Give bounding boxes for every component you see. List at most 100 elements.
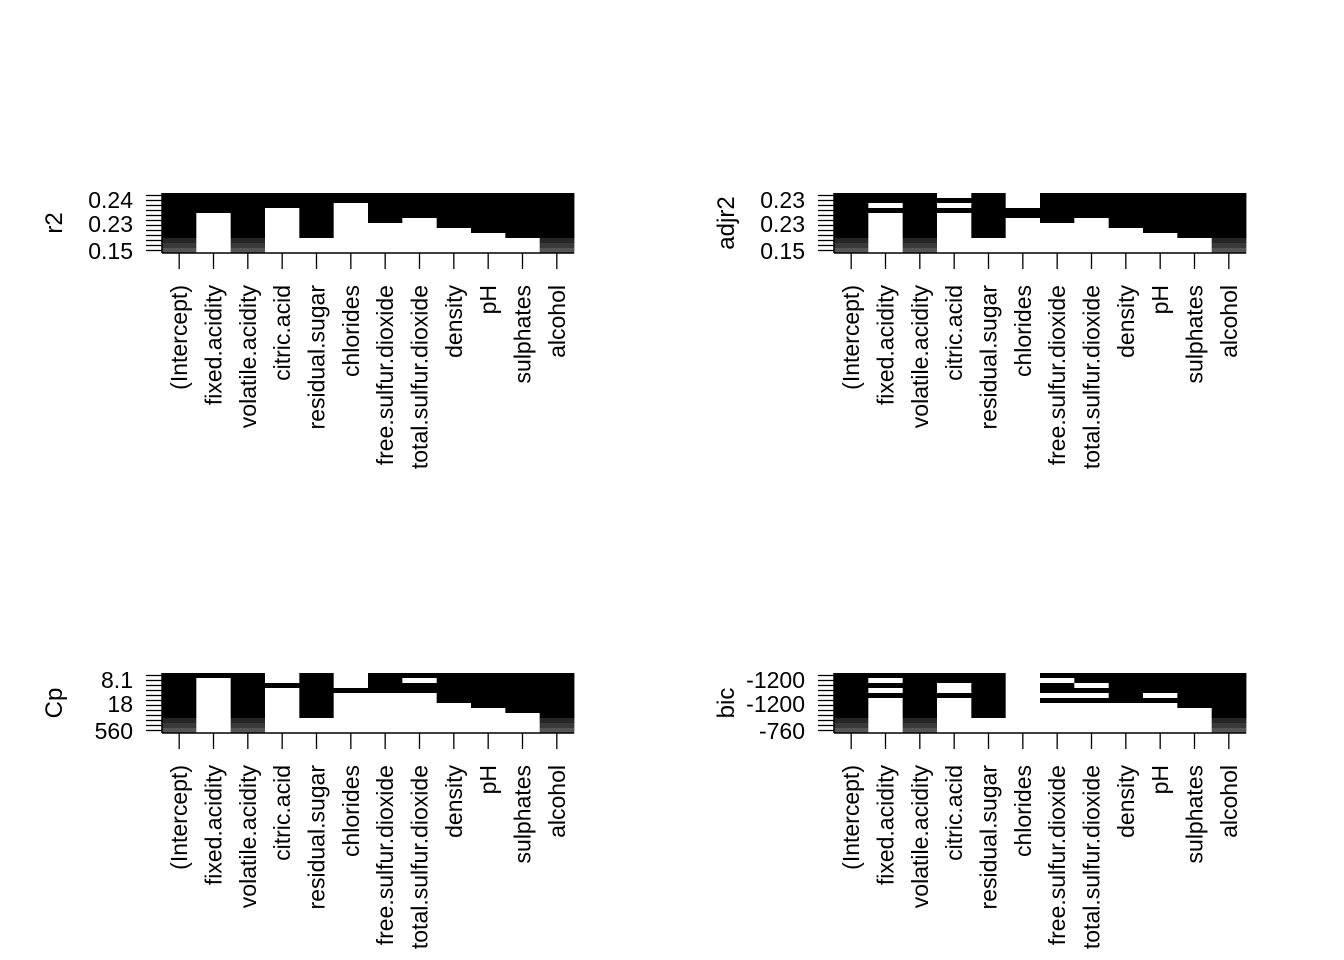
cell-r1-c11: [539, 678, 575, 684]
cell-r4-c11: [1211, 693, 1247, 699]
cell-r10-c6: [1040, 243, 1075, 249]
cell-r1-c9: [471, 678, 506, 684]
cell-r5-c2: [902, 698, 938, 704]
y-tick-label: -1200: [746, 691, 805, 717]
cell-r5-c8: [1108, 218, 1144, 224]
cell-r7-c7: [1074, 708, 1110, 714]
cell-r10-c9: [471, 723, 506, 729]
x-category-label: pH: [1147, 285, 1173, 314]
x-category-label: total.sulfur.dioxide: [407, 765, 433, 949]
cell-r9-c1: [868, 718, 904, 724]
cell-r2-c3: [265, 683, 300, 689]
x-category-label: sulphates: [510, 285, 536, 383]
cell-r7-c5: [333, 228, 369, 234]
cell-r8-c1: [868, 713, 904, 719]
x-category-label: alcohol: [544, 765, 570, 838]
cell-r10-c9: [1143, 723, 1178, 729]
cell-r9-c8: [436, 238, 472, 244]
cell-r8-c3: [265, 713, 300, 719]
cell-r0-c1: [196, 193, 232, 199]
cell-r11-c4: [971, 248, 1007, 254]
cell-r4-c10: [505, 213, 541, 219]
cell-r7-c8: [436, 708, 472, 714]
cell-r0-c10: [1177, 193, 1213, 199]
y-tick-label: 8.1: [101, 667, 133, 693]
x-category-label: sulphates: [1182, 285, 1208, 383]
cell-r4-c8: [436, 693, 472, 699]
cell-r3-c9: [1143, 688, 1178, 694]
cell-r0-c9: [1143, 193, 1178, 199]
cell-r6-c7: [1074, 703, 1110, 709]
cell-r7-c1: [196, 228, 232, 234]
cell-r4-c9: [471, 213, 506, 219]
cell-r7-c7: [402, 708, 438, 714]
cell-r3-c2: [230, 208, 266, 214]
cell-r10-c9: [1143, 243, 1178, 249]
cell-r0-c8: [1108, 193, 1144, 199]
cell-r10-c8: [436, 723, 472, 729]
cell-r10-c1: [196, 723, 232, 729]
cell-r7-c7: [1074, 228, 1110, 234]
cell-r8-c4: [299, 233, 335, 239]
cell-r11-c0: [162, 728, 197, 734]
cell-r4-c6: [368, 693, 403, 699]
cell-r3-c5: [333, 688, 369, 694]
cell-r7-c1: [868, 228, 904, 234]
cell-r6-c10: [505, 223, 541, 229]
cell-r11-c11: [1211, 728, 1247, 734]
cell-r5-c11: [539, 218, 575, 224]
x-category-label: chlorides: [1010, 285, 1036, 377]
cell-r0-c2: [902, 193, 938, 199]
cell-r0-c3: [937, 193, 972, 199]
cell-r8-c1: [868, 233, 904, 239]
cell-r10-c8: [436, 243, 472, 249]
cell-r11-c8: [1108, 728, 1144, 734]
cell-r4-c4: [971, 213, 1007, 219]
cell-r6-c4: [971, 223, 1007, 229]
cell-r10-c9: [471, 243, 506, 249]
cell-r6-c11: [539, 223, 575, 229]
cell-r9-c0: [834, 718, 869, 724]
cell-r7-c7: [402, 228, 438, 234]
cell-r0-c1: [196, 673, 232, 679]
cell-r8-c10: [505, 713, 541, 719]
cell-r5-c4: [299, 698, 335, 704]
cell-r9-c5: [1005, 718, 1041, 724]
cell-r8-c7: [1074, 713, 1110, 719]
cell-r0-c0: [834, 673, 869, 679]
cell-r6-c1: [196, 223, 232, 229]
cell-r4-c7: [1074, 693, 1110, 699]
cell-r8-c4: [971, 233, 1007, 239]
cell-r10-c7: [1074, 723, 1110, 729]
cell-r5-c3: [937, 698, 972, 704]
x-category-label: fixed.acidity: [873, 765, 899, 886]
cell-r8-c2: [230, 233, 266, 239]
cell-r0-c10: [505, 193, 541, 199]
cell-r4-c7: [402, 213, 438, 219]
x-category-label: residual.sugar: [304, 765, 330, 910]
cell-r8-c5: [333, 233, 369, 239]
cell-r11-c7: [1074, 248, 1110, 254]
cell-r7-c9: [1143, 708, 1178, 714]
y-tick-label: 0.15: [760, 238, 805, 264]
cell-r8-c9: [471, 233, 506, 239]
cell-r7-c10: [505, 708, 541, 714]
cell-r5-c6: [368, 698, 403, 704]
cell-r3-c7: [402, 208, 438, 214]
cell-r7-c4: [971, 228, 1007, 234]
cell-r11-c2: [902, 728, 938, 734]
cell-r2-c6: [368, 203, 403, 209]
cell-r5-c10: [1177, 218, 1213, 224]
cell-r6-c10: [505, 703, 541, 709]
x-category-label: citric.acid: [269, 765, 295, 861]
cell-r6-c10: [1177, 703, 1213, 709]
x-category-label: sulphates: [510, 765, 536, 863]
cell-r6-c8: [1108, 223, 1144, 229]
cell-r6-c5: [1005, 703, 1041, 709]
cell-r0-c6: [368, 673, 403, 679]
cell-r10-c11: [1211, 243, 1247, 249]
cell-r1-c2: [230, 678, 266, 684]
cell-r6-c10: [1177, 223, 1213, 229]
cell-r11-c11: [539, 728, 575, 734]
cell-r11-c3: [265, 248, 300, 254]
